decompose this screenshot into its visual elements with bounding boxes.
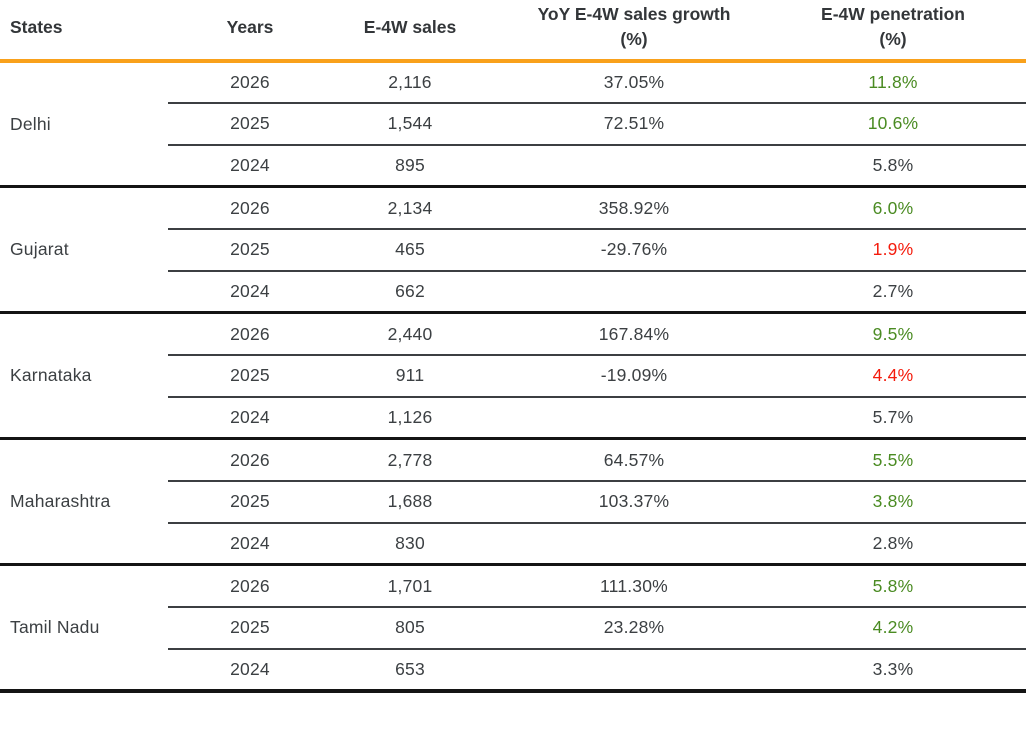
growth-cell: 64.57%	[488, 438, 780, 482]
year-cell: 2025	[168, 354, 332, 398]
growth-cell: -19.09%	[488, 354, 780, 398]
table-row: 2025 1,688 103.37% 3.8%	[0, 480, 1026, 524]
e4w-state-table: States Years E-4W sales YoY E-4W sales g…	[0, 0, 1026, 693]
penetration-cell: 1.9%	[780, 228, 1026, 272]
col-header-penetration-line1: E-4W penetration	[821, 4, 965, 24]
sales-cell: 2,116	[332, 60, 488, 104]
penetration-cell: 2.8%	[872, 533, 914, 553]
sales-cell: 662	[395, 281, 425, 301]
col-header-growth: YoY E-4W sales growth (%)	[488, 0, 780, 61]
state-group-delhi: Delhi 2026 2,116 37.05% 11.8% 2025 1,544…	[0, 60, 1026, 187]
state-name: Karnataka	[10, 365, 92, 386]
year-cell: 2024	[230, 658, 270, 679]
growth-cell: 167.84%	[488, 312, 780, 356]
growth-cell	[488, 397, 780, 439]
table-row: Karnataka 2026 2,440 167.84% 9.5%	[0, 312, 1026, 385]
table-row: 2025 805 23.28% 4.2%	[0, 606, 1026, 650]
year-cell: 2025	[168, 480, 332, 524]
table-row: 2025 911 -19.09% 4.4%	[0, 354, 1026, 398]
year-cell: 2025	[168, 102, 332, 146]
penetration-cell: 5.8%	[780, 564, 1026, 608]
table-row: 2024 662 2.7%	[0, 271, 1026, 313]
penetration-cell: 5.7%	[872, 407, 914, 427]
penetration-cell: 4.4%	[780, 354, 1026, 398]
table-row: 2025 465 -29.76% 1.9%	[0, 228, 1026, 272]
sales-cell: 830	[395, 533, 425, 553]
growth-cell: 111.30%	[488, 564, 780, 608]
growth-cell: 23.28%	[488, 606, 780, 650]
penetration-cell: 11.8%	[780, 60, 1026, 104]
penetration-cell: 10.6%	[780, 102, 1026, 146]
year-cell: 2024	[230, 407, 270, 427]
penetration-cell: 5.5%	[780, 438, 1026, 482]
year-cell: 2026	[168, 564, 332, 608]
table-row: 2025 1,544 72.51% 10.6%	[0, 102, 1026, 146]
table-row: 2024 830 2.8%	[0, 523, 1026, 565]
penetration-cell: 3.3%	[872, 658, 914, 679]
year-cell: 2026	[168, 60, 332, 104]
col-header-growth-line2: (%)	[620, 29, 648, 50]
state-group-karnataka: Karnataka 2026 2,440 167.84% 9.5% 2025 9…	[0, 312, 1026, 439]
year-cell: 2026	[168, 312, 332, 356]
col-header-penetration: E-4W penetration (%)	[780, 0, 1026, 61]
sales-cell: 1,701	[332, 564, 488, 608]
penetration-cell: 6.0%	[780, 186, 1026, 230]
table-row: 2024 1,126 5.7%	[0, 397, 1026, 439]
sales-cell: 653	[395, 658, 425, 679]
col-header-sales: E-4W sales	[363, 16, 457, 37]
sales-cell: 2,778	[332, 438, 488, 482]
sales-cell: 1,126	[387, 407, 433, 427]
header-row: States Years E-4W sales YoY E-4W sales g…	[0, 0, 1026, 61]
penetration-cell: 9.5%	[780, 312, 1026, 356]
col-header-growth-line1: YoY E-4W sales growth	[537, 4, 731, 24]
sales-cell: 465	[332, 228, 488, 272]
growth-cell	[488, 145, 780, 187]
growth-cell	[488, 271, 780, 313]
state-group-tamil-nadu: Tamil Nadu 2026 1,701 111.30% 5.8% 2025 …	[0, 564, 1026, 691]
year-cell: 2025	[168, 228, 332, 272]
table-row: Maharashtra 2026 2,778 64.57% 5.5%	[0, 438, 1026, 511]
state-group-maharashtra: Maharashtra 2026 2,778 64.57% 5.5% 2025 …	[0, 438, 1026, 565]
growth-cell: 72.51%	[488, 102, 780, 146]
sales-cell: 895	[395, 155, 425, 175]
sales-cell: 805	[332, 606, 488, 650]
sales-cell: 2,134	[332, 186, 488, 230]
state-name: Tamil Nadu	[10, 617, 100, 637]
year-cell: 2026	[168, 186, 332, 230]
year-cell: 2026	[168, 438, 332, 482]
year-cell: 2025	[168, 606, 332, 650]
growth-cell: 37.05%	[488, 60, 780, 104]
penetration-cell: 5.8%	[872, 155, 914, 175]
growth-cell: -29.76%	[488, 228, 780, 272]
state-group-gujarat: Gujarat 2026 2,134 358.92% 6.0% 2025 465…	[0, 186, 1026, 313]
sales-cell: 1,544	[332, 102, 488, 146]
sales-cell: 911	[332, 354, 488, 398]
year-cell: 2024	[230, 281, 270, 301]
table-row: 2024 895 5.8%	[0, 145, 1026, 187]
year-cell: 2024	[230, 533, 270, 553]
col-header-states: States	[10, 16, 63, 37]
sales-cell: 1,688	[332, 480, 488, 524]
table-row: Tamil Nadu 2026 1,701 111.30% 5.8%	[0, 564, 1026, 637]
growth-cell	[488, 649, 780, 691]
penetration-cell: 3.8%	[780, 480, 1026, 524]
table-row: Gujarat 2026 2,134 358.92% 6.0%	[0, 186, 1026, 259]
growth-cell: 358.92%	[488, 186, 780, 230]
penetration-cell: 2.7%	[872, 281, 914, 301]
table-header: States Years E-4W sales YoY E-4W sales g…	[0, 0, 1026, 61]
year-cell: 2024	[230, 155, 270, 175]
table-row: 2024 653 3.3%	[0, 649, 1026, 691]
penetration-cell: 4.2%	[780, 606, 1026, 650]
table-container: States Years E-4W sales YoY E-4W sales g…	[0, 0, 1026, 693]
growth-cell: 103.37%	[488, 480, 780, 524]
growth-cell	[488, 523, 780, 565]
state-name: Maharashtra	[10, 491, 111, 512]
state-name: Delhi	[10, 113, 51, 134]
sales-cell: 2,440	[332, 312, 488, 356]
state-name: Gujarat	[10, 239, 69, 260]
col-header-years: Years	[226, 16, 274, 37]
table-row: Delhi 2026 2,116 37.05% 11.8%	[0, 60, 1026, 134]
col-header-penetration-line2: (%)	[879, 29, 907, 50]
